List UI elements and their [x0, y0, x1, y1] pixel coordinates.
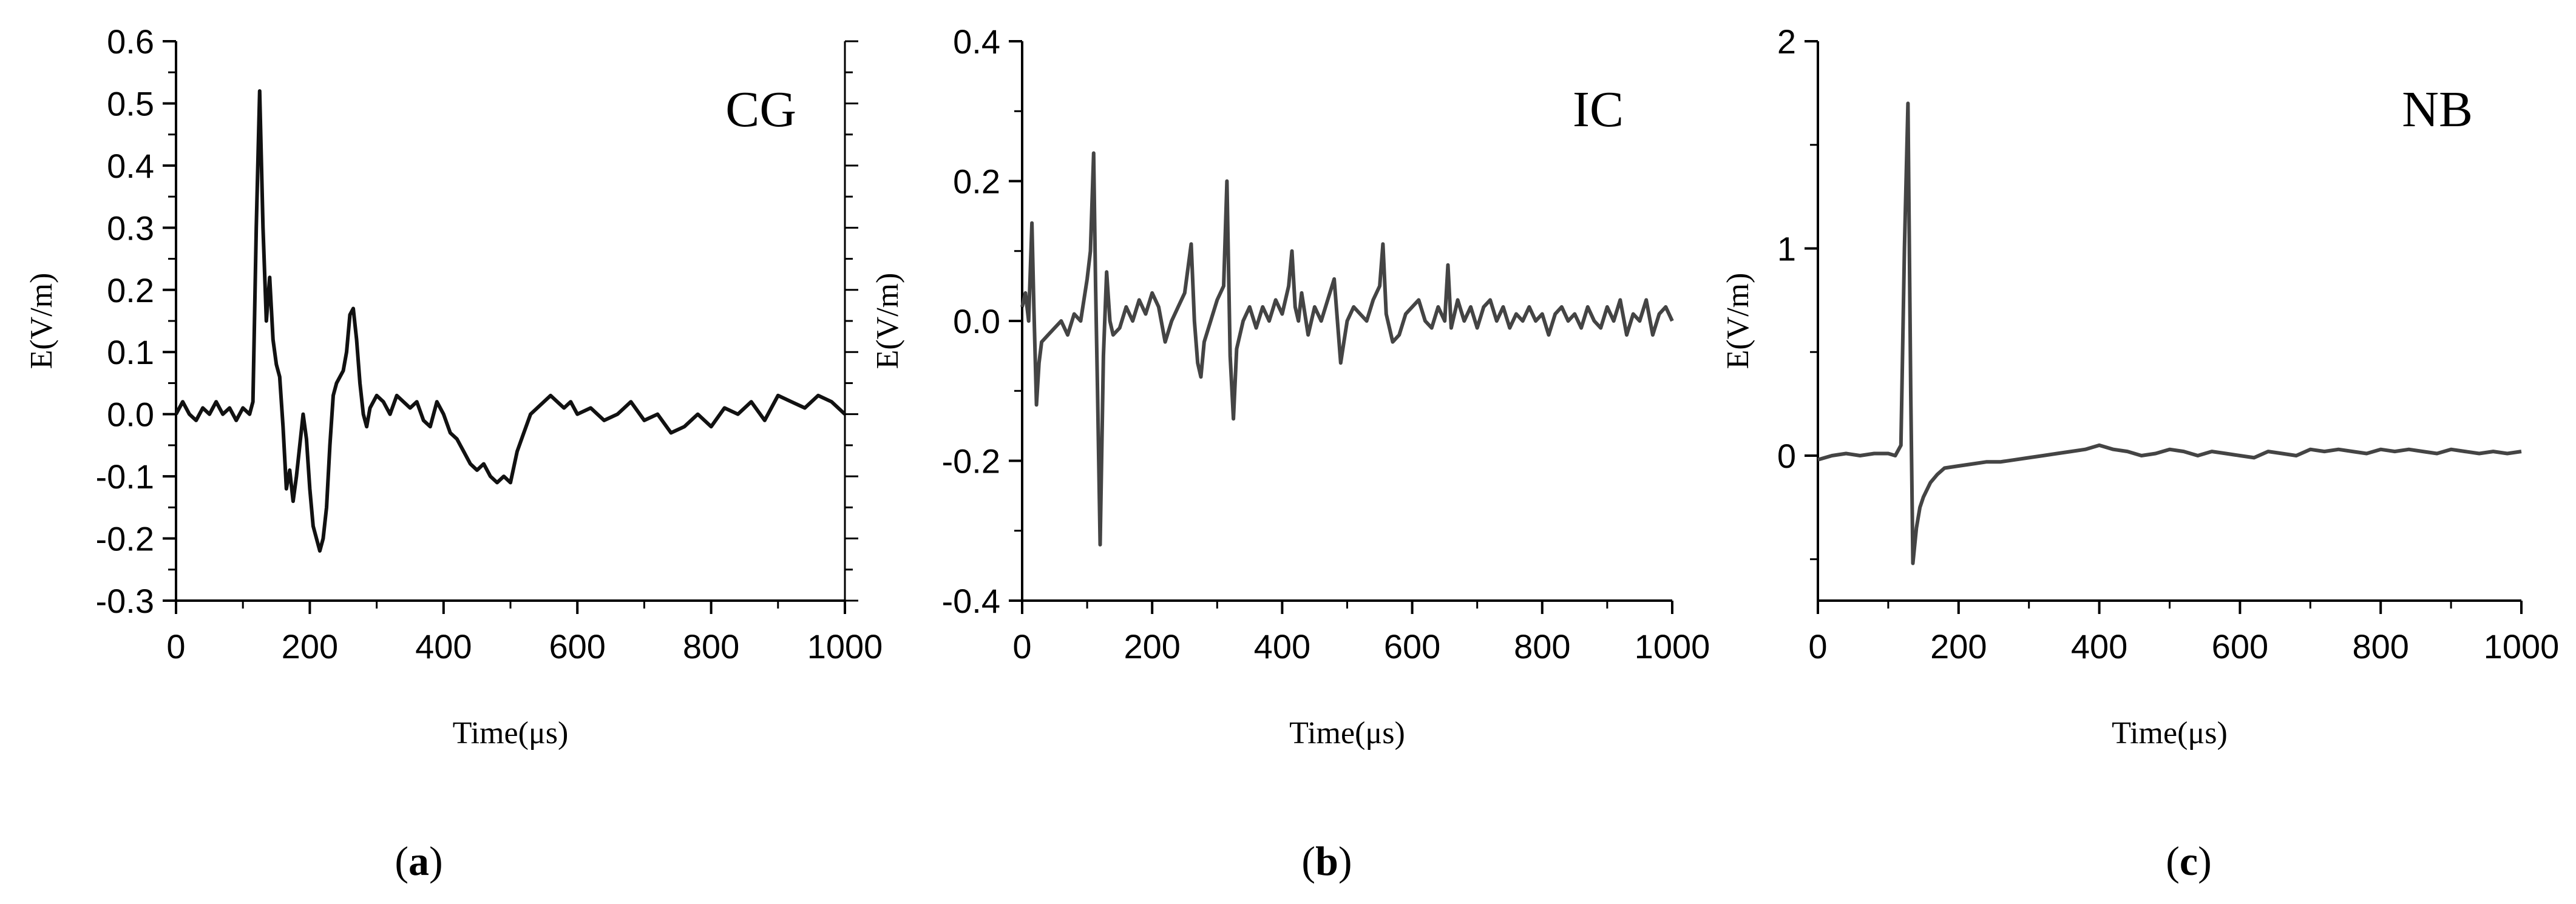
x-tick-label: 1000	[807, 627, 883, 666]
x-axis-title: Time(μs)	[453, 716, 569, 751]
panel-label-a: (a)	[395, 838, 443, 884]
x-axis-title: Time(μs)	[2112, 716, 2228, 751]
y-tick-label: 0.5	[107, 84, 154, 123]
y-tick-label: -0.1	[96, 457, 155, 496]
x-tick-label: 600	[549, 627, 605, 666]
x-tick-label: 400	[2071, 627, 2127, 666]
x-tick-label: 0	[166, 627, 185, 666]
y-tick-label: 0.0	[107, 396, 154, 434]
x-axis-title: Time(μs)	[1289, 716, 1405, 751]
y-axis-title: E(V/m)	[24, 273, 59, 369]
y-axis-title: E(V/m)	[1721, 273, 1755, 369]
y-axis-title: E(V/m)	[870, 273, 905, 369]
series-line	[174, 89, 847, 553]
x-tick-label: 0	[1808, 627, 1827, 666]
y-tick-label: -0.3	[96, 582, 155, 620]
panel-label-b: (b)	[1301, 838, 1352, 884]
y-tick-label: -0.4	[942, 582, 1001, 620]
x-tick-label: 800	[2352, 627, 2408, 666]
x-tick-label: 800	[1514, 627, 1570, 666]
x-tick-label: 1000	[2484, 627, 2560, 666]
x-tick-label: 200	[1930, 627, 1987, 666]
x-tick-label: 400	[415, 627, 472, 666]
series-line	[1020, 151, 1674, 547]
y-tick-label: 0.2	[953, 163, 1000, 201]
x-tick-label: 200	[1124, 627, 1180, 666]
y-tick-label: -0.2	[96, 520, 155, 558]
y-tick-label: 0.0	[953, 302, 1000, 340]
x-tick-label: 800	[683, 627, 739, 666]
x-tick-label: 200	[282, 627, 338, 666]
y-tick-label: 0.4	[953, 22, 1000, 61]
series-line	[1817, 101, 2522, 565]
x-tick-label: 1000	[1635, 627, 1710, 666]
chart-title: NB	[2402, 81, 2473, 138]
x-tick-label: 600	[2212, 627, 2268, 666]
chart-title: IC	[1573, 81, 1624, 138]
y-tick-label: 0.1	[107, 333, 154, 371]
y-tick-label: -0.2	[942, 442, 1001, 481]
x-tick-label: 0	[1012, 627, 1031, 666]
y-tick-label: 0.2	[107, 271, 154, 309]
y-tick-label: 2	[1777, 22, 1796, 61]
chart-title: CG	[725, 81, 796, 138]
x-tick-label: 600	[1384, 627, 1440, 666]
y-tick-label: 0.4	[107, 147, 154, 185]
panel-nb: 0 200 400 600 800 1000 0 1 2 Time(μs) E(V/m) NB	[1721, 22, 2559, 751]
y-tick-label: 0	[1777, 437, 1796, 475]
panel-cg: 0 200 400 600 800 1000 -0.3 -0.2 -0.1 0.0 0.1 0.2 0.…	[24, 22, 883, 751]
panel-label-c: (c)	[2166, 838, 2212, 884]
y-tick-label: 0.6	[107, 22, 154, 61]
y-tick-label: 1	[1777, 229, 1796, 268]
panel-ic: 0 200 400 600 800 1000 -0.4 -0.2 0.0 0.2 0.4 Time(μ…	[870, 22, 1710, 751]
y-tick-label: 0.3	[107, 209, 154, 247]
x-tick-label: 400	[1254, 627, 1310, 666]
